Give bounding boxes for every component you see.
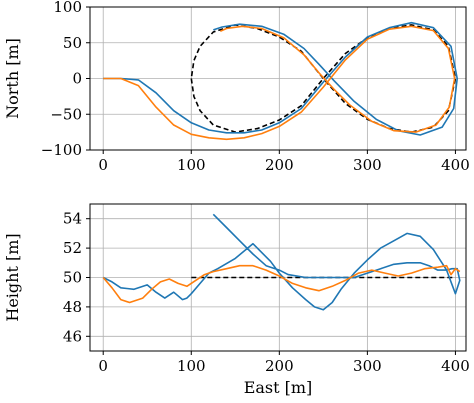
series-group bbox=[102, 213, 461, 311]
x-tick-label: 400 bbox=[441, 357, 470, 375]
grid bbox=[90, 6, 466, 151]
x-tick-label: 300 bbox=[353, 156, 382, 174]
y-tick-label: 52 bbox=[63, 239, 82, 257]
y-tick-label: 50 bbox=[63, 269, 82, 287]
trajectory-line-1 bbox=[103, 21, 459, 136]
y-axis-title: Height [m] bbox=[3, 233, 22, 321]
y-tick-labels: 54 52 50 48 46 bbox=[63, 210, 82, 346]
x-tick-label: 100 bbox=[177, 156, 206, 174]
x-tick-label: 200 bbox=[265, 156, 294, 174]
y-tick-label: 100 bbox=[53, 0, 82, 16]
y-tick-labels: 100 50 0 −50 −100 bbox=[41, 0, 82, 159]
x-tick-label: 0 bbox=[98, 156, 108, 174]
x-tick-label: 200 bbox=[265, 357, 294, 375]
y-tick-label: 48 bbox=[63, 298, 82, 316]
x-tick-label: 100 bbox=[177, 357, 206, 375]
x-tick-label: 0 bbox=[98, 357, 108, 375]
x-tick-label: 400 bbox=[441, 156, 470, 174]
y-tick-label: 50 bbox=[63, 34, 82, 52]
y-tick-label: 46 bbox=[63, 327, 82, 345]
y-tick-label: 0 bbox=[72, 70, 82, 88]
trajectory-line-1 bbox=[102, 213, 461, 311]
y-tick-label: −50 bbox=[50, 105, 82, 123]
x-tick-label: 300 bbox=[353, 357, 382, 375]
trajectory-line-2 bbox=[102, 264, 461, 304]
x-tick-labels: 0 100 200 300 400 bbox=[98, 357, 469, 375]
north-east-panel: 0 100 200 300 400 100 50 0 −50 −100 Nort… bbox=[3, 0, 470, 174]
height-east-panel: 0 100 200 300 400 54 52 50 48 46 Height … bbox=[3, 203, 470, 397]
tick-marks bbox=[86, 218, 456, 355]
trajectory-line-2 bbox=[103, 25, 456, 141]
tick-marks bbox=[86, 6, 456, 154]
x-tick-labels: 0 100 200 300 400 bbox=[98, 156, 469, 174]
x-axis-title: East [m] bbox=[244, 378, 313, 397]
series-group bbox=[103, 21, 459, 141]
y-axis-title: North [m] bbox=[3, 38, 22, 119]
y-tick-label: −100 bbox=[41, 141, 82, 159]
y-tick-label: 54 bbox=[63, 210, 82, 228]
